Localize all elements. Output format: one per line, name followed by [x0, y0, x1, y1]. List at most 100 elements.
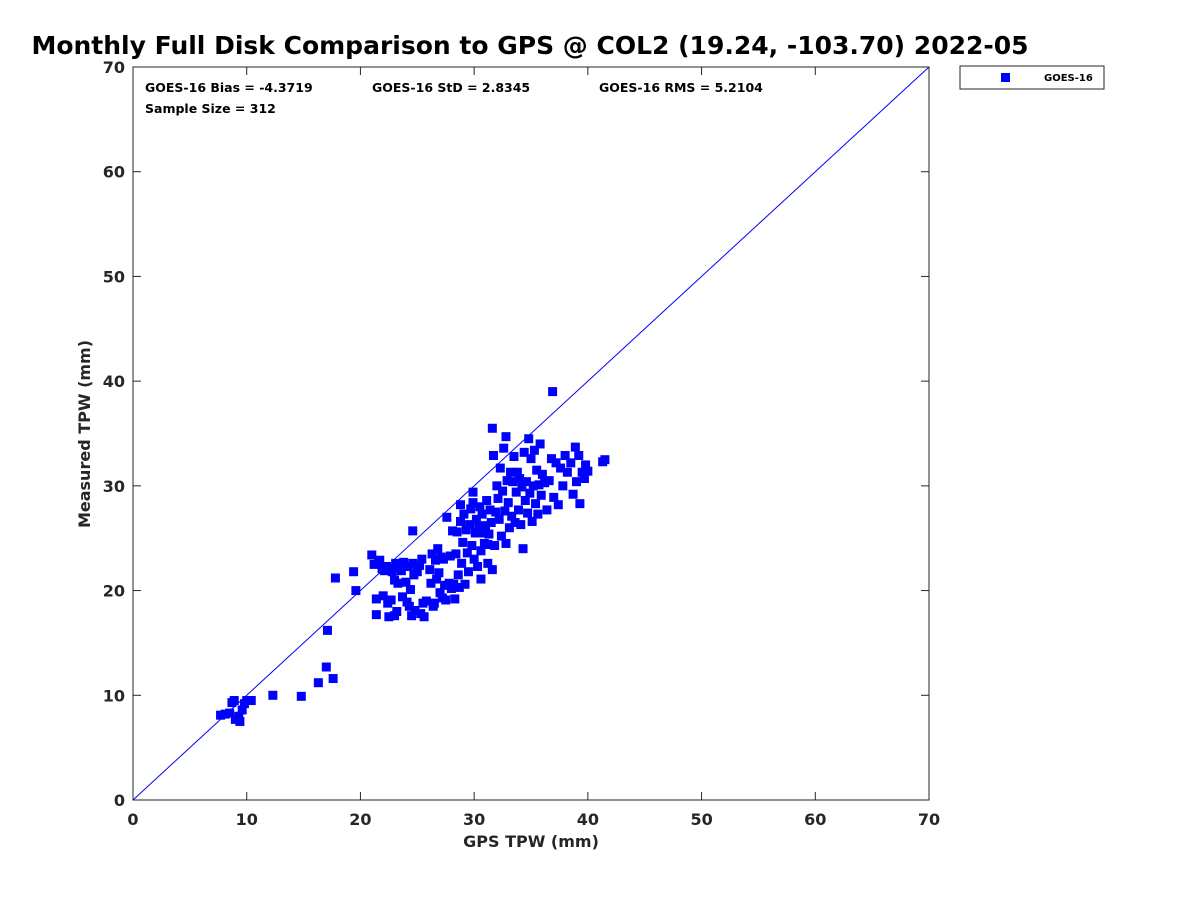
data-point	[571, 477, 581, 487]
data-point	[534, 480, 544, 490]
y-tick-label: 10	[103, 686, 125, 705]
data-point	[405, 585, 415, 595]
data-point	[579, 474, 589, 484]
data-point	[549, 492, 559, 502]
data-point	[475, 502, 485, 512]
y-tick-label: 50	[103, 267, 125, 286]
data-point	[441, 595, 451, 605]
data-point	[378, 591, 388, 601]
rms-annotation: GOES-16 RMS = 5.2104	[599, 80, 763, 95]
data-point	[484, 529, 494, 539]
data-point	[517, 482, 527, 492]
data-point	[455, 516, 465, 526]
data-point	[470, 528, 480, 538]
y-axis-ticks: 0 10 20 30 40 50 60 70	[103, 58, 929, 810]
data-point	[384, 612, 394, 622]
goes16-series-points	[216, 387, 610, 726]
data-point	[492, 481, 502, 491]
legend-marker	[1001, 73, 1010, 82]
data-point	[349, 567, 359, 577]
data-point	[474, 522, 484, 532]
x-tick-label: 30	[463, 810, 485, 829]
data-point	[216, 710, 226, 720]
data-point	[500, 506, 510, 516]
data-point	[404, 601, 414, 611]
data-point	[322, 625, 332, 635]
data-point	[453, 570, 463, 580]
data-point	[417, 554, 427, 564]
data-point	[398, 592, 408, 602]
data-point	[558, 481, 568, 491]
data-point	[235, 716, 245, 726]
data-point	[401, 577, 411, 587]
data-point	[237, 705, 247, 715]
data-point	[392, 607, 402, 617]
data-point	[369, 559, 379, 569]
data-point	[482, 496, 492, 506]
data-point	[481, 521, 491, 531]
chart-title: Monthly Full Disk Comparison to GPS @ CO…	[31, 31, 1028, 60]
x-tick-label: 10	[236, 810, 258, 829]
data-point	[468, 498, 478, 508]
data-point	[496, 531, 506, 541]
data-point	[371, 594, 381, 604]
sample-size-annotation: Sample Size = 312	[145, 101, 276, 116]
data-point	[451, 549, 461, 559]
data-point	[490, 541, 500, 551]
y-tick-label: 0	[114, 791, 125, 810]
data-point	[566, 458, 576, 468]
data-point	[477, 509, 487, 519]
data-point	[509, 452, 519, 462]
data-point	[393, 578, 403, 588]
x-tick-label: 70	[918, 810, 940, 829]
legend-box	[959, 65, 1105, 90]
data-point	[525, 488, 535, 498]
data-point	[520, 496, 530, 506]
data-point	[524, 434, 534, 444]
data-point	[502, 476, 512, 486]
data-point	[485, 505, 495, 515]
data-point	[387, 567, 397, 577]
data-point	[415, 560, 425, 570]
data-point	[434, 568, 444, 578]
data-point	[425, 565, 435, 575]
data-point	[234, 711, 244, 721]
data-point	[408, 558, 418, 568]
data-point	[508, 477, 518, 487]
data-point	[516, 520, 526, 530]
data-point	[581, 460, 591, 470]
data-point	[476, 546, 486, 556]
data-point	[330, 573, 340, 583]
y-tick-label: 30	[103, 477, 125, 496]
data-point	[528, 481, 538, 491]
data-point	[577, 467, 587, 477]
y-tick-label: 40	[103, 372, 125, 391]
data-point	[499, 443, 509, 453]
data-point	[533, 509, 543, 519]
data-point	[367, 550, 377, 560]
data-point	[426, 578, 436, 588]
x-axis-ticks: 0 10 20 30 40 50 60 70	[127, 67, 940, 829]
data-point	[537, 469, 547, 479]
bias-annotation: GOES-16 Bias = -4.3719	[145, 80, 313, 95]
data-point	[412, 567, 422, 577]
data-point	[513, 505, 523, 515]
data-point	[220, 709, 230, 719]
y-axis-label: Measured TPW (mm)	[75, 340, 94, 528]
data-point	[501, 432, 511, 442]
data-point	[518, 544, 528, 554]
data-point	[371, 610, 381, 620]
data-point	[445, 551, 455, 561]
data-point	[540, 478, 550, 488]
data-point	[410, 605, 420, 615]
data-point	[457, 558, 467, 568]
data-point	[570, 442, 580, 452]
data-point	[407, 611, 417, 621]
y-tick-label: 60	[103, 163, 125, 182]
x-tick-label: 20	[349, 810, 371, 829]
data-point	[487, 423, 497, 433]
data-point	[544, 476, 554, 486]
data-point	[473, 561, 483, 571]
data-point	[386, 595, 396, 605]
